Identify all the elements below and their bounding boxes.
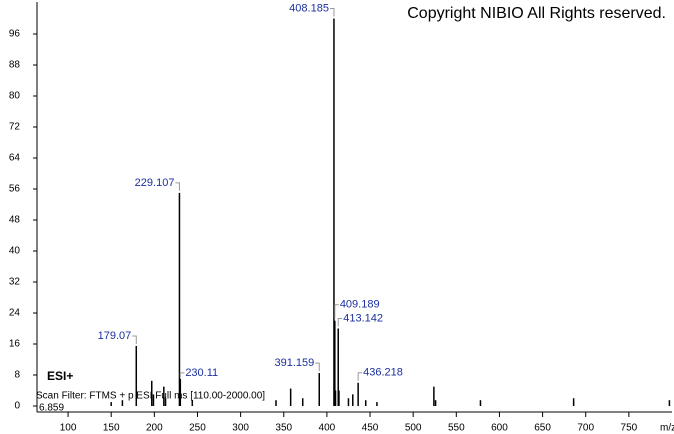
y-tick-label: 88 [9,60,21,71]
y-tick-label: 0 [14,401,20,412]
peak-label: 408.185 [289,2,329,14]
peak-label: 413.142 [343,312,383,324]
peak-label: 436.218 [363,367,403,379]
retention-time: 6.859 [39,403,64,414]
label-bracket [329,8,335,17]
x-axis-label: m/z [660,423,674,434]
label-bracket [334,304,339,319]
label-bracket [315,362,320,372]
label-bracket [357,372,363,381]
x-tick-label: 200 [146,423,163,434]
x-tick-label: 350 [275,423,292,434]
x-tick-label: 550 [448,423,465,434]
y-tick-label: 80 [9,91,21,102]
x-tick-label: 150 [103,423,120,434]
x-tick-label: 700 [577,423,594,434]
x-tick-label: 750 [621,423,638,434]
y-tick-label: 8 [14,370,20,381]
x-tick-label: 300 [232,423,249,434]
y-tick-label: 64 [9,153,21,164]
x-tick-label: 600 [491,423,508,434]
y-tick-label: 48 [9,215,21,226]
peak-label: 391.159 [274,357,314,369]
copyright: Copyright NIBIO All Rights reserved. [407,5,666,22]
y-tick-label: 72 [9,122,21,133]
y-tick-label: 96 [9,29,21,40]
label-bracket [132,335,137,344]
x-tick-label: 650 [534,423,551,434]
y-tick-label: 24 [9,308,21,319]
peak-label: 179.07 [98,330,132,342]
peak-label: 409.189 [340,299,380,311]
y-tick-label: 32 [9,277,21,288]
label-bracket [179,372,185,377]
y-tick-label: 16 [9,339,21,350]
peak-label: 230.11 [185,367,218,379]
peak-label: 229.107 [135,177,175,189]
x-tick-label: 400 [319,423,336,434]
label-bracket [337,318,343,327]
scan-filter: Scan Filter: FTMS + p ESI Full ms [110.0… [36,391,265,402]
ionization: ESI+ [47,369,73,383]
x-tick-label: 500 [405,423,422,434]
y-tick-label: 56 [9,184,21,195]
label-bracket [175,182,180,191]
y-tick-label: 40 [9,246,21,257]
x-tick-label: 100 [60,423,77,434]
x-tick-label: 450 [362,423,379,434]
x-tick-label: 250 [189,423,206,434]
